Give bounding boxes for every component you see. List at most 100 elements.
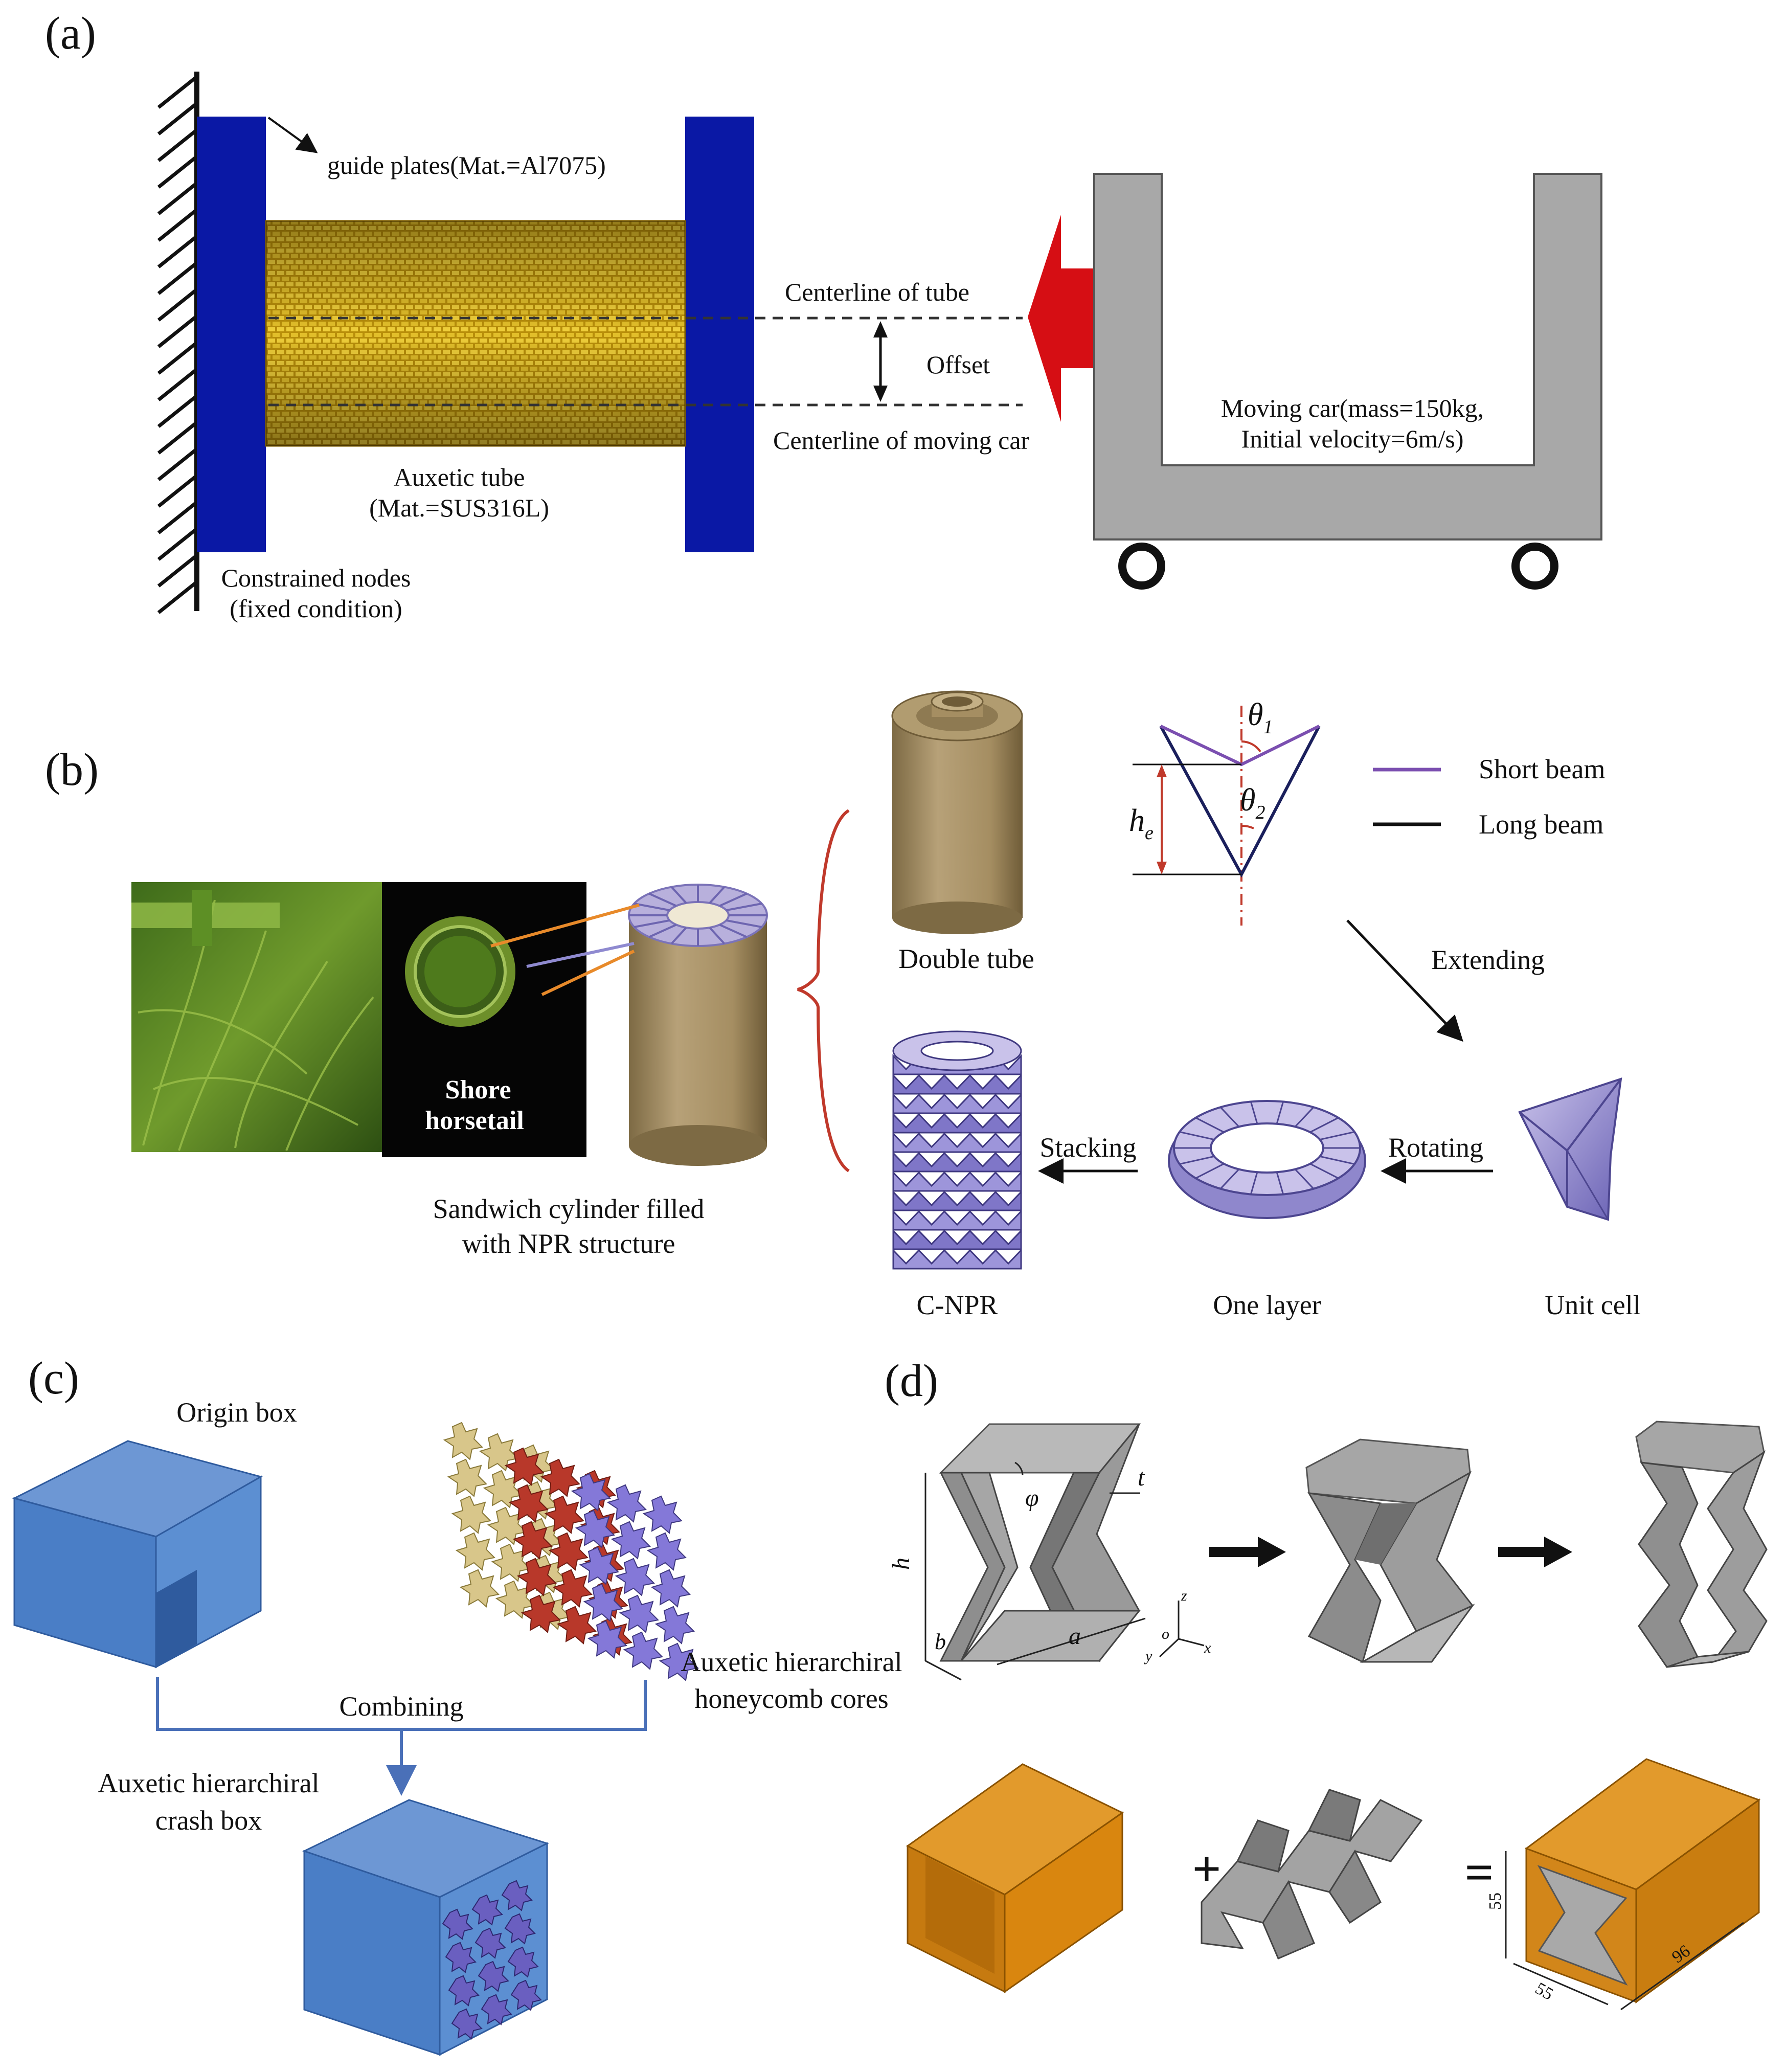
- car-wheel-right: [1511, 543, 1558, 590]
- wall-hatching: [157, 75, 198, 614]
- cnpr-layer: [892, 1112, 1022, 1134]
- dim-phi-label: φ: [1025, 1484, 1039, 1512]
- crash-core-cell: [451, 2008, 483, 2040]
- core-cell: [650, 1569, 691, 1608]
- hatch-line: [157, 128, 198, 162]
- legend-long-label: Long beam: [1479, 809, 1603, 840]
- dim-b-label: b: [935, 1629, 946, 1654]
- push-arrow: [1028, 215, 1094, 422]
- hatch-line: [157, 421, 198, 455]
- hatch-line: [157, 182, 198, 215]
- he-label: he: [1129, 803, 1154, 844]
- stacking-label: Stacking: [1040, 1132, 1137, 1163]
- ring-tooth-line: [1309, 1117, 1339, 1133]
- hatch-line: [157, 75, 198, 109]
- core-cell: [451, 1495, 492, 1534]
- axis-triad: [1159, 1601, 1205, 1658]
- spoke-line: [726, 919, 762, 928]
- ring-tooth-line: [1195, 1117, 1225, 1133]
- core-cell: [571, 1473, 612, 1512]
- core-cell: [540, 1458, 581, 1497]
- crash-core-cell: [481, 1994, 512, 2025]
- car-label-line1: Moving car(mass=150kg,: [1221, 394, 1484, 422]
- hatch-line: [157, 580, 198, 614]
- hatch-line: [157, 235, 198, 268]
- core-chain: [1201, 1789, 1423, 1960]
- core-cell: [504, 1447, 545, 1486]
- ring-tooth-line: [1294, 1168, 1315, 1189]
- core-cell: [654, 1606, 695, 1645]
- core-cell: [646, 1532, 687, 1571]
- spoke-line: [726, 903, 762, 912]
- spoke-line: [719, 924, 748, 938]
- spoke-line: [670, 927, 687, 944]
- sandwich-cylinder: [628, 884, 768, 1166]
- hatch-line: [157, 368, 198, 401]
- dim-55-base: 55: [1532, 1979, 1556, 2004]
- ring-tooth-line: [1195, 1163, 1225, 1179]
- legend-short-label: Short beam: [1479, 754, 1605, 784]
- spoke-line: [670, 886, 687, 904]
- process-arrow-1: [1209, 1537, 1286, 1567]
- hatch-line: [157, 208, 198, 242]
- cnpr-layer: [892, 1170, 1022, 1192]
- ring-tooth-line: [1320, 1131, 1355, 1141]
- axis-y-label: y: [1144, 1648, 1152, 1664]
- ring-tooth-line: [1179, 1155, 1214, 1165]
- cores-label-line1: Auxetic hierarchiral: [681, 1647, 902, 1677]
- spoke-line: [634, 919, 670, 928]
- crash-core-cell: [510, 1979, 542, 2011]
- crash-box-label-line2: crash box: [155, 1805, 262, 1836]
- extending-arrow: [1346, 919, 1463, 1042]
- core-cell: [579, 1546, 620, 1585]
- panel-a: (a) guide plates(Mat.=Al7075) Centerline…: [45, 8, 1602, 623]
- ring-tooth-line: [1219, 1107, 1240, 1128]
- hatch-line: [157, 261, 198, 295]
- unit-geometry: θ1 θ2 he: [1129, 697, 1321, 926]
- tube-label-line2: (Mat.=SUS316L): [369, 493, 549, 522]
- centerline-car-label: Centerline of moving car: [773, 426, 1030, 455]
- core-cell: [583, 1583, 624, 1622]
- cnpr-top-hole: [920, 1041, 994, 1061]
- horsetail-section: Shore horsetail: [382, 882, 586, 1157]
- core-cell: [512, 1521, 553, 1560]
- panel-d: (d) t φ h a b z o: [885, 1356, 1768, 2011]
- panel-b: (b) Shore horsetail: [45, 690, 1641, 1320]
- spoke-line: [648, 924, 677, 938]
- crash-core-cell: [471, 1894, 503, 1926]
- theta1-arc: [1241, 740, 1261, 753]
- sandwich-label-line2: with NPR structure: [462, 1228, 675, 1259]
- cnpr-layer: [892, 1209, 1022, 1231]
- core-cell: [455, 1532, 496, 1571]
- core-cell: [619, 1594, 660, 1633]
- cnpr-layer: [892, 1229, 1022, 1250]
- core-cell: [443, 1422, 484, 1460]
- tube-label-line1: Auxetic tube: [394, 463, 525, 491]
- hatch-line: [157, 554, 198, 588]
- hatch-line: [157, 447, 198, 481]
- one-layer-ring: [1168, 1100, 1366, 1219]
- core-cell: [587, 1620, 628, 1659]
- car-label-line2: Initial velocity=6m/s): [1241, 424, 1463, 453]
- dim-t-label: t: [1138, 1464, 1145, 1491]
- crash-box-label-line1: Auxetic hierarchiral: [98, 1768, 319, 1798]
- shore-label-line1: Shore: [445, 1075, 511, 1105]
- core-cell: [606, 1484, 647, 1523]
- ring-tooth-line: [1250, 1172, 1258, 1195]
- auxetic-tube-shading: [266, 221, 685, 446]
- double-tube: [891, 690, 1023, 934]
- cnpr-label: C-NPR: [916, 1290, 998, 1320]
- panel-a-label: (a): [45, 8, 96, 59]
- guide-plates-label: guide plates(Mat.=Al7075): [327, 151, 606, 179]
- core-cell: [575, 1510, 616, 1548]
- cnpr-layer: [892, 1190, 1022, 1211]
- crash-core-cell: [478, 1961, 509, 1992]
- hatch-line: [157, 501, 198, 534]
- reentrant-unit: t φ h a b z o x y: [888, 1423, 1211, 1681]
- spoke-line: [709, 927, 726, 944]
- centerline-tube-label: Centerline of tube: [785, 278, 969, 306]
- dim-a-label: a: [1069, 1623, 1081, 1650]
- core-cell: [552, 1569, 593, 1608]
- cores-label-line2: honeycomb cores: [694, 1683, 888, 1714]
- spoke-line: [648, 892, 677, 907]
